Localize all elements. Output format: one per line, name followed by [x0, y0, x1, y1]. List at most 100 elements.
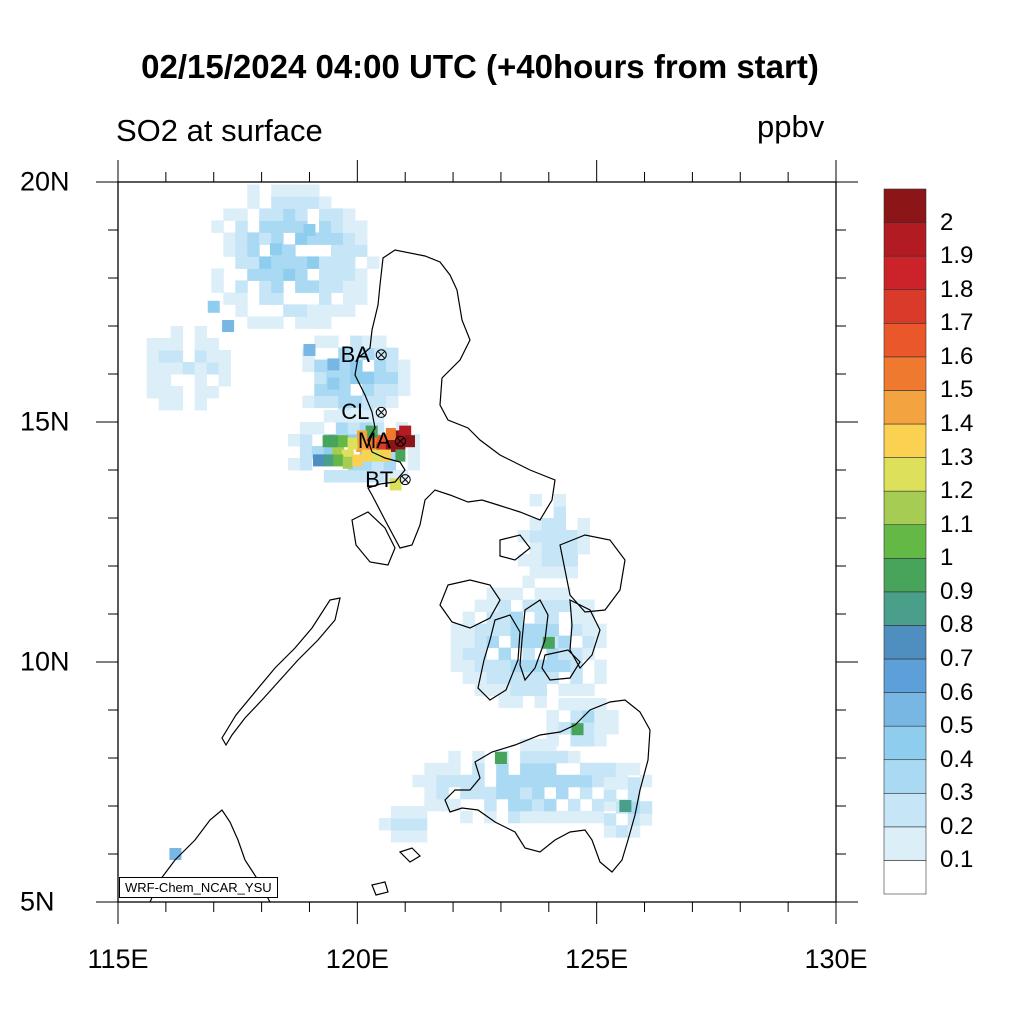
- field-cell: [342, 244, 356, 257]
- data-cell: [313, 454, 326, 467]
- field-cell: [271, 292, 284, 305]
- field-cell: [283, 184, 296, 197]
- field-cell: [474, 623, 488, 637]
- field-cell: [603, 813, 617, 826]
- data-cell: [404, 435, 415, 448]
- field-cell: [283, 244, 296, 257]
- field-cell: [223, 244, 236, 257]
- field-cell: [486, 599, 500, 613]
- field-cell: [606, 710, 619, 723]
- field-cell: [534, 623, 547, 637]
- field-cell: [529, 530, 543, 543]
- field-cell: [374, 359, 387, 373]
- field-cell: [371, 470, 385, 483]
- field-cell: [314, 371, 327, 385]
- field-cell: [206, 338, 220, 351]
- field-cell: [335, 410, 349, 423]
- field-cell: [474, 647, 488, 661]
- field-cell: [338, 347, 351, 361]
- field-cell: [347, 422, 361, 435]
- lat-tick-label: 10N: [20, 646, 70, 677]
- field-cell: [314, 335, 327, 349]
- field-cell: [522, 635, 535, 649]
- field-cell: [534, 695, 547, 709]
- field-cell: [448, 798, 461, 812]
- field-cell: [170, 350, 184, 363]
- field-cell: [235, 244, 248, 257]
- field-cell: [522, 623, 535, 637]
- field-cell: [386, 347, 399, 361]
- field-cell: [534, 683, 547, 697]
- field-cell: [555, 750, 569, 764]
- field-cell: [546, 611, 559, 625]
- field-cell: [579, 786, 593, 800]
- field-cell: [529, 566, 543, 579]
- field-cell: [326, 395, 339, 409]
- field-cell: [331, 208, 344, 221]
- field-cell: [627, 777, 641, 790]
- field-cell: [555, 786, 569, 800]
- field-cell: [338, 383, 351, 397]
- colorbar-level-label: 0.9: [940, 577, 974, 605]
- field-cell: [194, 398, 208, 411]
- field-cell: [591, 798, 605, 812]
- data-cell: [356, 440, 369, 452]
- field-cell: [565, 566, 579, 579]
- field-cell: [570, 623, 583, 637]
- field-cell: [295, 268, 308, 281]
- field-cell: [319, 232, 332, 245]
- units-label: ppbv: [757, 109, 825, 144]
- field-cell: [271, 268, 284, 281]
- field-cell: [544, 762, 557, 776]
- field-cell: [206, 350, 220, 363]
- field-cell: [546, 722, 559, 735]
- field-cell: [342, 208, 356, 221]
- field-cell: [603, 825, 617, 838]
- field-cell: [307, 196, 320, 209]
- field-cell: [414, 806, 428, 819]
- field-cell: [627, 762, 641, 776]
- field-cell: [532, 786, 545, 800]
- field-cell: [235, 256, 248, 269]
- field-cell: [532, 762, 545, 776]
- field-cell: [170, 326, 184, 339]
- colorbar-level-label: 0.7: [940, 645, 974, 672]
- field-cell: [390, 818, 404, 831]
- colorbar-level-label: 0.5: [940, 712, 974, 740]
- field-cell: [354, 292, 368, 305]
- field-cell: [565, 542, 579, 555]
- data-cell: [207, 300, 220, 313]
- field-cell: [402, 830, 416, 843]
- map-title: 02/15/2024 04:00 UTC (+40hours from star…: [141, 48, 819, 85]
- field-cell: [374, 395, 387, 409]
- data-cell: [389, 478, 402, 491]
- field-cell: [424, 798, 437, 812]
- field-cell: [486, 635, 500, 649]
- field-cell: [223, 232, 236, 245]
- field-cell: [206, 386, 220, 399]
- field-cell: [508, 798, 521, 812]
- field-cell: [555, 810, 569, 824]
- field-cell: [146, 362, 160, 375]
- field-cell: [331, 244, 344, 257]
- field-cell: [259, 316, 272, 329]
- field-cell: [259, 232, 272, 245]
- data-cell: [342, 456, 353, 469]
- field-cell: [374, 335, 387, 349]
- field-cell: [577, 518, 590, 531]
- colorbar-swatch: [883, 356, 927, 391]
- colorbar-level-label: 1: [940, 544, 954, 572]
- field-cell: [450, 635, 464, 649]
- colorbar-level-label: 1.8: [940, 275, 974, 303]
- data-cell: [328, 435, 339, 448]
- data-cell: [327, 358, 340, 371]
- field-cell: [331, 280, 344, 293]
- field-cell: [603, 789, 617, 802]
- field-cell: [366, 256, 380, 269]
- site-marker-icon: [375, 349, 387, 361]
- field-cell: [498, 647, 512, 661]
- field-cell: [354, 232, 368, 245]
- field-cell: [319, 256, 332, 269]
- field-cell: [570, 710, 583, 723]
- field-cell: [544, 810, 557, 824]
